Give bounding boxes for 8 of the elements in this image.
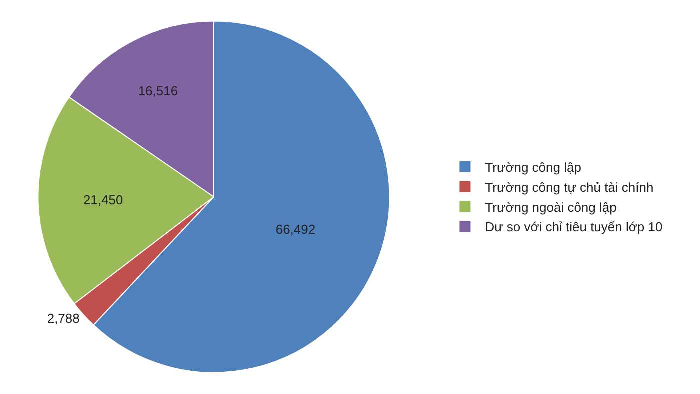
data-label: 66,492 [276, 222, 316, 237]
legend-label: Dư so với chỉ tiêu tuyển lớp 10 [485, 220, 663, 235]
data-label: 2,788 [47, 310, 80, 326]
legend-label: Trường công tự chủ tài chính [485, 180, 654, 195]
legend-label: Trường công lập [485, 160, 582, 176]
legend-label: Trường ngoài công lập [485, 200, 617, 215]
data-label: 21,450 [83, 192, 124, 208]
data-label: 16,516 [138, 83, 178, 98]
